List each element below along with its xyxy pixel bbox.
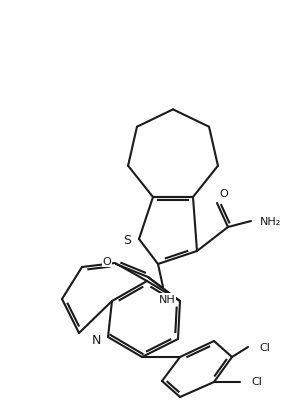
Text: S: S (123, 234, 131, 247)
Text: O: O (219, 188, 228, 198)
Text: Cl: Cl (259, 342, 270, 352)
Text: Cl: Cl (251, 376, 262, 386)
Text: O: O (102, 256, 111, 266)
Text: NH₂: NH₂ (260, 217, 281, 227)
Text: NH: NH (159, 294, 175, 304)
Text: N: N (92, 334, 101, 346)
